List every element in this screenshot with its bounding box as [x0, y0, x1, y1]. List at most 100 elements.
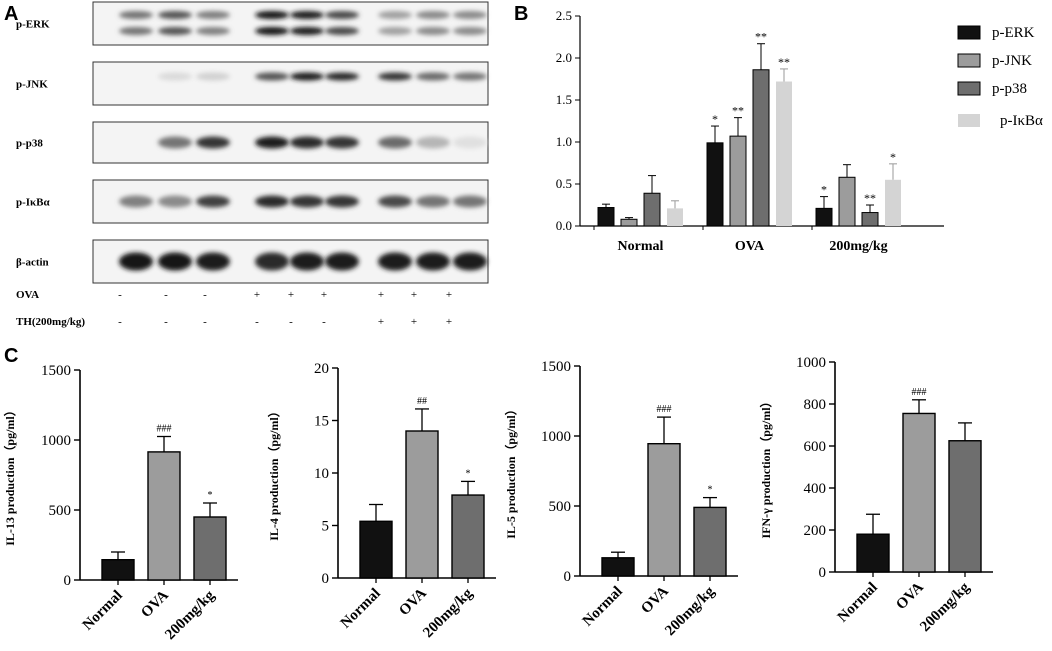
- y-axis-label: IL-5 production（pg/ml）: [503, 403, 518, 538]
- y-tick-label: 1.0: [556, 134, 572, 149]
- blot-band: [378, 252, 412, 271]
- y-tick-label: 2.5: [556, 8, 572, 23]
- y-tick-label: 800: [804, 397, 827, 413]
- blot-band: [453, 72, 487, 81]
- blot-band: [416, 136, 450, 149]
- x-tick-label: OVA: [638, 583, 672, 617]
- bar: [706, 142, 724, 227]
- significance-label: *: [708, 485, 713, 496]
- y-tick-label: 400: [804, 481, 827, 497]
- significance-label: **: [732, 104, 744, 118]
- blot-band: [255, 27, 289, 35]
- th-row-label: TH(200mg/kg): [16, 316, 85, 328]
- blot-band: [325, 11, 359, 19]
- panel-label-a: A: [4, 3, 18, 25]
- blot-band: [158, 72, 192, 81]
- y-tick-label: 0.5: [556, 176, 572, 191]
- blot-band: [378, 136, 412, 149]
- blot-protein-label: p-p38: [16, 138, 43, 150]
- legend-swatch: [957, 25, 981, 40]
- blot-band: [158, 195, 192, 208]
- bar: [597, 207, 615, 227]
- blot-protein-label: p-ERK: [16, 19, 50, 31]
- significance-label: ###: [912, 387, 927, 398]
- th-sign: -: [118, 316, 122, 328]
- bar: [601, 557, 635, 577]
- significance-label: ###: [657, 404, 672, 415]
- x-tick-label: 200mg/kg: [662, 583, 718, 639]
- th-sign: -: [322, 316, 326, 328]
- bar: [101, 559, 135, 581]
- blot-band: [158, 27, 192, 35]
- th-sign: +: [411, 316, 417, 328]
- th-sign: +: [446, 316, 452, 328]
- legend-label: p-p38: [992, 81, 1027, 97]
- blot-protein-label: p-JNK: [16, 79, 48, 91]
- blot-band: [158, 11, 192, 19]
- bar: [147, 451, 181, 581]
- y-tick-label: 1000: [41, 433, 71, 449]
- ova-sign: -: [164, 289, 168, 301]
- blot-band: [196, 27, 230, 35]
- significance-label: *: [466, 468, 471, 479]
- significance-label: *: [890, 150, 896, 164]
- bar: [647, 443, 681, 577]
- blot-rows: p-ERK p-JNK p-p38 p-IκBα β-actin: [16, 1, 489, 284]
- y-tick-label: 1000: [541, 429, 571, 445]
- bar: [776, 81, 792, 227]
- blot-band: [158, 136, 192, 149]
- significance-label: *: [821, 183, 827, 197]
- blot-band: [255, 195, 289, 208]
- ova-sign: -: [118, 289, 122, 301]
- blot-band: [290, 195, 324, 208]
- blot-band: [255, 72, 289, 81]
- blot-band: [255, 252, 289, 271]
- ova-sign: +: [321, 289, 327, 301]
- significance-label: ###: [157, 424, 172, 435]
- x-tick-label: Normal: [580, 584, 626, 630]
- x-tick-label: Normal: [80, 588, 126, 634]
- y-tick-label: 10: [314, 466, 329, 482]
- y-tick-label: 0: [64, 573, 72, 589]
- legend-label: p-IκBα: [1000, 113, 1043, 129]
- chart-c-il5: 0 500 1000 1500 IL-5 production（pg/ml） Normal…: [503, 359, 738, 639]
- blot-band: [255, 11, 289, 19]
- x-tick-label: Normal: [835, 580, 881, 626]
- x-tick-label: OVA: [138, 587, 172, 621]
- bar: [620, 218, 638, 227]
- blot-band: [378, 72, 412, 81]
- bar: [861, 212, 879, 227]
- bar: [729, 135, 747, 227]
- bar: [193, 516, 227, 581]
- ova-sign: +: [378, 289, 384, 301]
- blot-band: [453, 136, 487, 149]
- blot-band: [416, 11, 450, 19]
- blot-band: [290, 136, 324, 149]
- panel-label-b: B: [514, 3, 528, 25]
- y-axis-label: IFN-γ production（pg/ml）: [758, 395, 773, 538]
- blot-band: [378, 27, 412, 35]
- blot-band: [416, 72, 450, 81]
- blot-band: [119, 252, 153, 271]
- blot-band: [255, 136, 289, 149]
- x-tick-label: 200mg/kg: [917, 579, 973, 635]
- blot-band: [290, 72, 324, 81]
- ova-sign: +: [288, 289, 294, 301]
- blot-band: [325, 252, 359, 271]
- th-sign: +: [378, 316, 384, 328]
- chart-c-il13: 0 500 1000 1500 IL-13 production（pg/ml） Norma…: [2, 363, 238, 643]
- blot-band: [119, 11, 153, 19]
- x-tick-label: 200mg/kg: [420, 585, 476, 641]
- x-tick-label: Normal: [338, 586, 384, 632]
- x-tick-label: OVA: [893, 579, 927, 613]
- bar: [902, 412, 936, 573]
- significance-label: **: [778, 55, 790, 69]
- bar: [948, 440, 982, 573]
- th-sign: -: [289, 316, 293, 328]
- bar: [405, 430, 439, 579]
- ova-sign: -: [203, 289, 207, 301]
- y-tick-label: 0.0: [556, 218, 572, 233]
- blot-band: [290, 252, 324, 271]
